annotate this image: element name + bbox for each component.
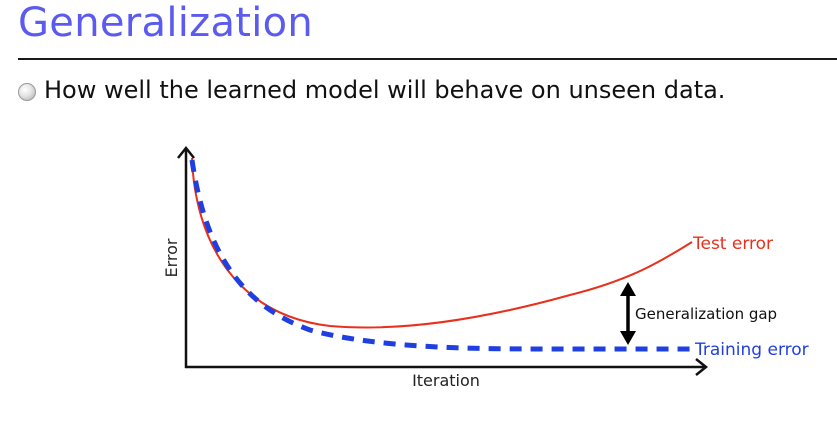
test-error-curve: [191, 157, 693, 329]
training-error-curve: [189, 159, 692, 352]
x-axis-arrowhead: [695, 358, 709, 376]
test-error-label: Test error: [692, 234, 773, 254]
y-axis-label: Error: [162, 238, 181, 277]
training-error-label: Training error: [694, 340, 809, 360]
generalization-gap-label: Generalization gap: [635, 305, 777, 323]
gap-arrow-bottom-head: [620, 331, 636, 345]
bullet-item: How well the learned model will behave o…: [18, 76, 725, 104]
gap-arrow-top-head: [620, 282, 636, 296]
bullet-text: How well the learned model will behave o…: [44, 76, 726, 104]
y-axis-arrowhead: [177, 145, 195, 159]
bullet-icon: [18, 83, 36, 101]
slide-title: Generalization: [18, 0, 314, 46]
x-axis-label: Iteration: [412, 371, 480, 390]
title-divider: [18, 58, 837, 60]
